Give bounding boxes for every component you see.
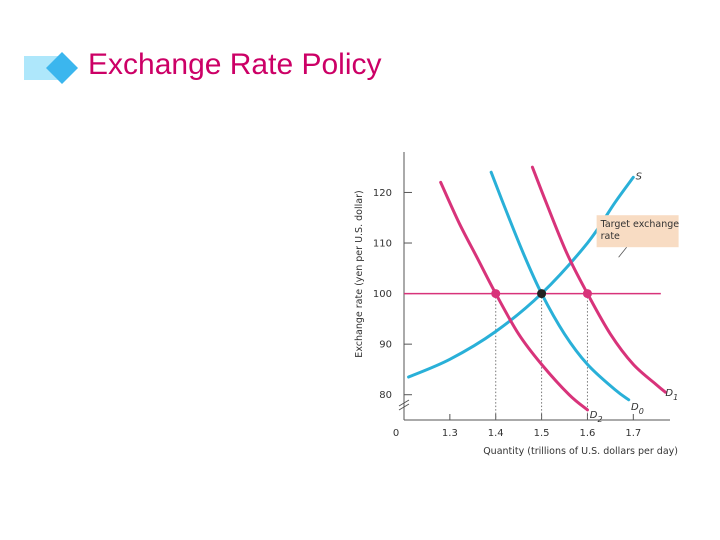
x-tick-label: 1.6 (579, 428, 595, 439)
y-tick-label: 120 (373, 188, 392, 199)
x-tick-label: 1.4 (488, 428, 504, 439)
y-axis-label: Exchange rate (yen per U.S. dollar) (354, 190, 365, 357)
y-tick-label: 110 (373, 239, 392, 250)
slide-title: Exchange Rate Policy (88, 48, 382, 81)
y-axis: 80 90 100 110 120 Exchange rate (yen per U.S.… (354, 152, 412, 420)
y-tick-label: 90 (379, 340, 392, 351)
y-tick-label: 80 (379, 390, 392, 401)
equilibrium-point (582, 289, 592, 299)
annotation-leader (618, 246, 627, 258)
series-label-d1: D1 (665, 388, 678, 402)
x-tick-label: 1.5 (534, 428, 550, 439)
annotation-text: rate (601, 231, 620, 242)
annotation-text: Target exchange (600, 219, 680, 230)
series-line-d0 (489, 170, 631, 402)
x-tick-label: 1.3 (442, 428, 458, 439)
diamond-icon (46, 52, 78, 84)
y-tick-label: 100 (373, 289, 392, 300)
x-tick-label: 1.7 (625, 428, 641, 439)
series-label-d0: D0 (631, 402, 644, 416)
y-axis-break (398, 399, 410, 411)
equilibrium-point (491, 289, 501, 299)
x-axis: 0 1.3 1.4 1.5 1.6 1.7 Quantity (trillions of U… (393, 414, 678, 457)
equilibrium-point (537, 289, 547, 299)
series-label-s: S (636, 171, 643, 182)
series-line-d2 (439, 180, 589, 412)
x-axis-label: Quantity (trillions of U.S. dollars per … (483, 446, 678, 457)
annotation-box (596, 215, 679, 248)
series-line-s (407, 175, 635, 379)
exchange-rate-chart: 80 90 100 110 120 Exchange rate (yen per U.S.… (354, 152, 680, 457)
title-diamond-bar (24, 52, 78, 84)
series-line-d1 (530, 165, 667, 394)
x-origin-label: 0 (393, 428, 399, 439)
series-label-d2: D2 (590, 410, 603, 424)
